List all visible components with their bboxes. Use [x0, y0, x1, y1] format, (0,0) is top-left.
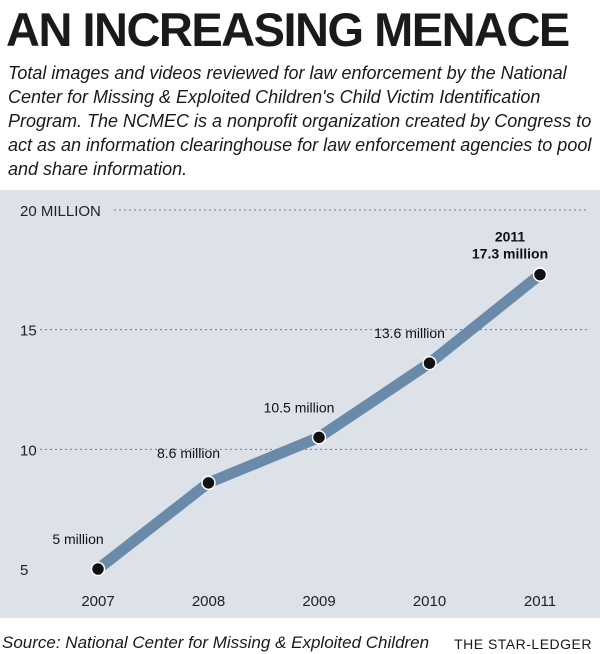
y-tick-label: 5 [20, 562, 28, 579]
data-point [201, 475, 216, 491]
chart-subtitle: Total images and videos reviewed for law… [8, 63, 592, 179]
data-point [90, 561, 106, 577]
x-tick-label: 2010 [413, 593, 446, 610]
y-tick-label: 20 MILLION [20, 203, 101, 220]
y-tick-label: 15 [20, 323, 37, 340]
x-tick-label: 2009 [302, 593, 335, 610]
x-tick-label: 2011 [524, 593, 556, 610]
plot-panel [0, 190, 600, 618]
data-label: 13.6 million [374, 325, 445, 341]
data-label: 5 million [52, 531, 103, 547]
source-note: Source: National Center for Missing & Ex… [2, 633, 430, 652]
data-label: 10.5 million [264, 399, 335, 415]
y-tick-label: 10 [20, 442, 37, 459]
x-tick-label: 2008 [192, 593, 225, 610]
publisher-credit: THE STAR-LEDGER [454, 636, 592, 652]
highlight-year-label: 2011 [495, 229, 526, 245]
data-label: 8.6 million [157, 445, 220, 461]
data-point [311, 430, 327, 445]
data-point [532, 267, 548, 282]
x-tick-label: 2007 [81, 593, 114, 610]
line-chart: 5 10 15 20 MILLION 2007 2008 2009 2010 2011 5 mi… [0, 190, 600, 618]
chart-area: 5 10 15 20 MILLION 2007 2008 2009 2010 2011 5 mi… [0, 190, 600, 618]
chart-title: AN INCREASING MENACE [6, 3, 570, 56]
data-point [422, 355, 437, 371]
highlight-value-label: 17.3 million [472, 246, 548, 262]
